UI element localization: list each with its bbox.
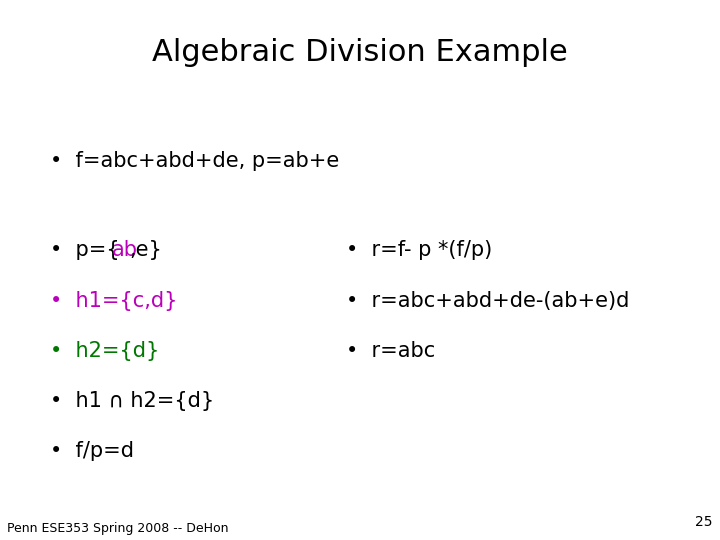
Text: •  p={: • p={ — [50, 240, 120, 260]
Text: ab: ab — [112, 240, 138, 260]
Text: •  r=abc+abd+de-(ab+e)d: • r=abc+abd+de-(ab+e)d — [346, 291, 629, 310]
Text: 25: 25 — [696, 515, 713, 529]
Text: •  h2={d}: • h2={d} — [50, 341, 160, 361]
Text: •  f=abc+abd+de, p=ab+e: • f=abc+abd+de, p=ab+e — [50, 151, 340, 171]
Text: •  f/p=d: • f/p=d — [50, 441, 135, 461]
Text: Algebraic Division Example: Algebraic Division Example — [152, 38, 568, 67]
Text: •  h1 ∩ h2={d}: • h1 ∩ h2={d} — [50, 391, 215, 411]
Text: Penn ESE353 Spring 2008 -- DeHon: Penn ESE353 Spring 2008 -- DeHon — [7, 522, 229, 535]
Text: ,e}: ,e} — [130, 240, 162, 260]
Text: •  r=abc: • r=abc — [346, 341, 435, 361]
Text: •  h1={c,d}: • h1={c,d} — [50, 291, 178, 310]
Text: •  r=f- p *(f/p): • r=f- p *(f/p) — [346, 240, 492, 260]
